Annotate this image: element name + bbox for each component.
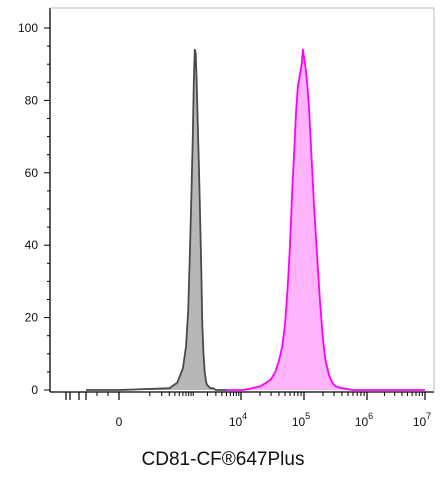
y-tick-label: 40 [25,238,39,252]
x-axis-label: CD81-CF®647Plus [141,449,305,470]
x-tick-label: 107 [413,411,431,429]
y-tick-label: 0 [31,383,38,397]
y-tick-label: 20 [25,311,39,325]
x-tick-label: 0 [116,415,123,429]
y-tick-label: 60 [25,166,39,180]
y-tick-label: 100 [18,21,38,35]
x-tick-label: 106 [355,411,373,429]
histogram-series-layer [86,48,425,391]
axes: 0 20 40 60 80 100 0 104 105 106 107 [18,7,435,429]
x-tick-label: 104 [229,411,247,429]
series-fill-control [86,49,227,390]
series-line-stained [226,48,425,391]
y-tick-label: 80 [25,93,39,107]
x-tick-label: 105 [292,411,310,429]
series-fill-stained [226,49,425,390]
series-line-control [86,48,227,391]
